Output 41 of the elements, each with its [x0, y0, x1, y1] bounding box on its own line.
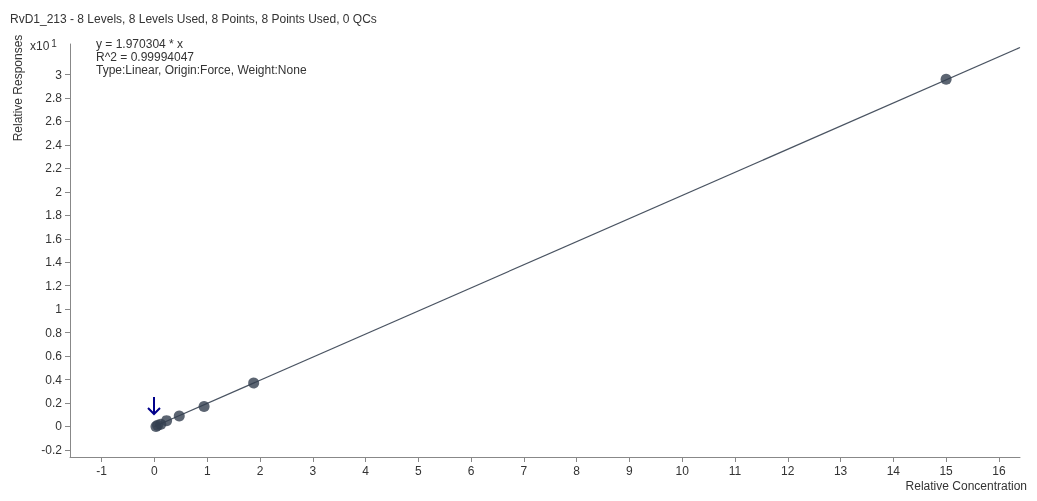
y-tick-label: 1.2: [45, 278, 63, 293]
x-tick-label: 3: [309, 464, 317, 478]
y-tick-label: 2.4: [45, 137, 63, 152]
y-tick-label: 3: [55, 67, 63, 82]
y-tick-label: 0: [55, 419, 63, 434]
x-tick-label: 0: [151, 464, 159, 478]
chart-title: RvD1_213 - 8 Levels, 8 Levels Used, 8 Points, 8 Points Used, 0 QCs: [10, 12, 377, 26]
annotation: R^2 = 0.99994047: [96, 50, 195, 64]
x-tick-label: 9: [626, 464, 634, 478]
y-tick-label: 0.6: [45, 349, 63, 364]
x-tick-label: 5: [414, 464, 422, 478]
x-tick-label: 16: [992, 464, 1006, 478]
x-tick-label: 14: [886, 464, 901, 478]
y-tick-label: 0.8: [45, 325, 63, 340]
y-tick-label: 1.6: [45, 231, 63, 246]
annotation: Type:Linear, Origin:Force, Weight:None: [96, 63, 307, 77]
x-axis-title: Relative Concentration: [905, 479, 1028, 493]
x-tick-label: 10: [675, 464, 690, 478]
y-tick-label: 1.8: [45, 208, 63, 223]
y-tick-label: -0.2: [41, 442, 63, 457]
y-tick-label: 2.2: [45, 161, 63, 176]
x-tick-label: 7: [520, 464, 528, 478]
y-axis-title: Relative Responses: [11, 34, 25, 142]
x-tick-label: 11: [728, 464, 742, 478]
y-tick-label: 0.4: [45, 372, 63, 387]
x-tick-label: 2: [256, 464, 264, 478]
y-tick-label: 2: [55, 184, 63, 199]
y-tick-label: 1: [55, 302, 63, 317]
x-tick-label: 4: [362, 464, 370, 478]
y-tick-label: 0.2: [45, 396, 63, 411]
x-tick-label: 6: [467, 464, 475, 478]
x-tick-label: -1: [96, 464, 108, 478]
x-tick-label: 1: [203, 464, 211, 478]
x-tick-label: 8: [573, 464, 581, 478]
x-tick-label: 12: [781, 464, 795, 478]
x-tick-label: 13: [833, 464, 848, 478]
x-tick-label: 15: [939, 464, 954, 478]
annotation: y = 1.970304 * x: [96, 37, 184, 51]
y-tick-label: 2.8: [45, 90, 63, 105]
y-tick-label: 2.6: [45, 114, 63, 129]
y-tick-label: 1.4: [45, 255, 63, 270]
